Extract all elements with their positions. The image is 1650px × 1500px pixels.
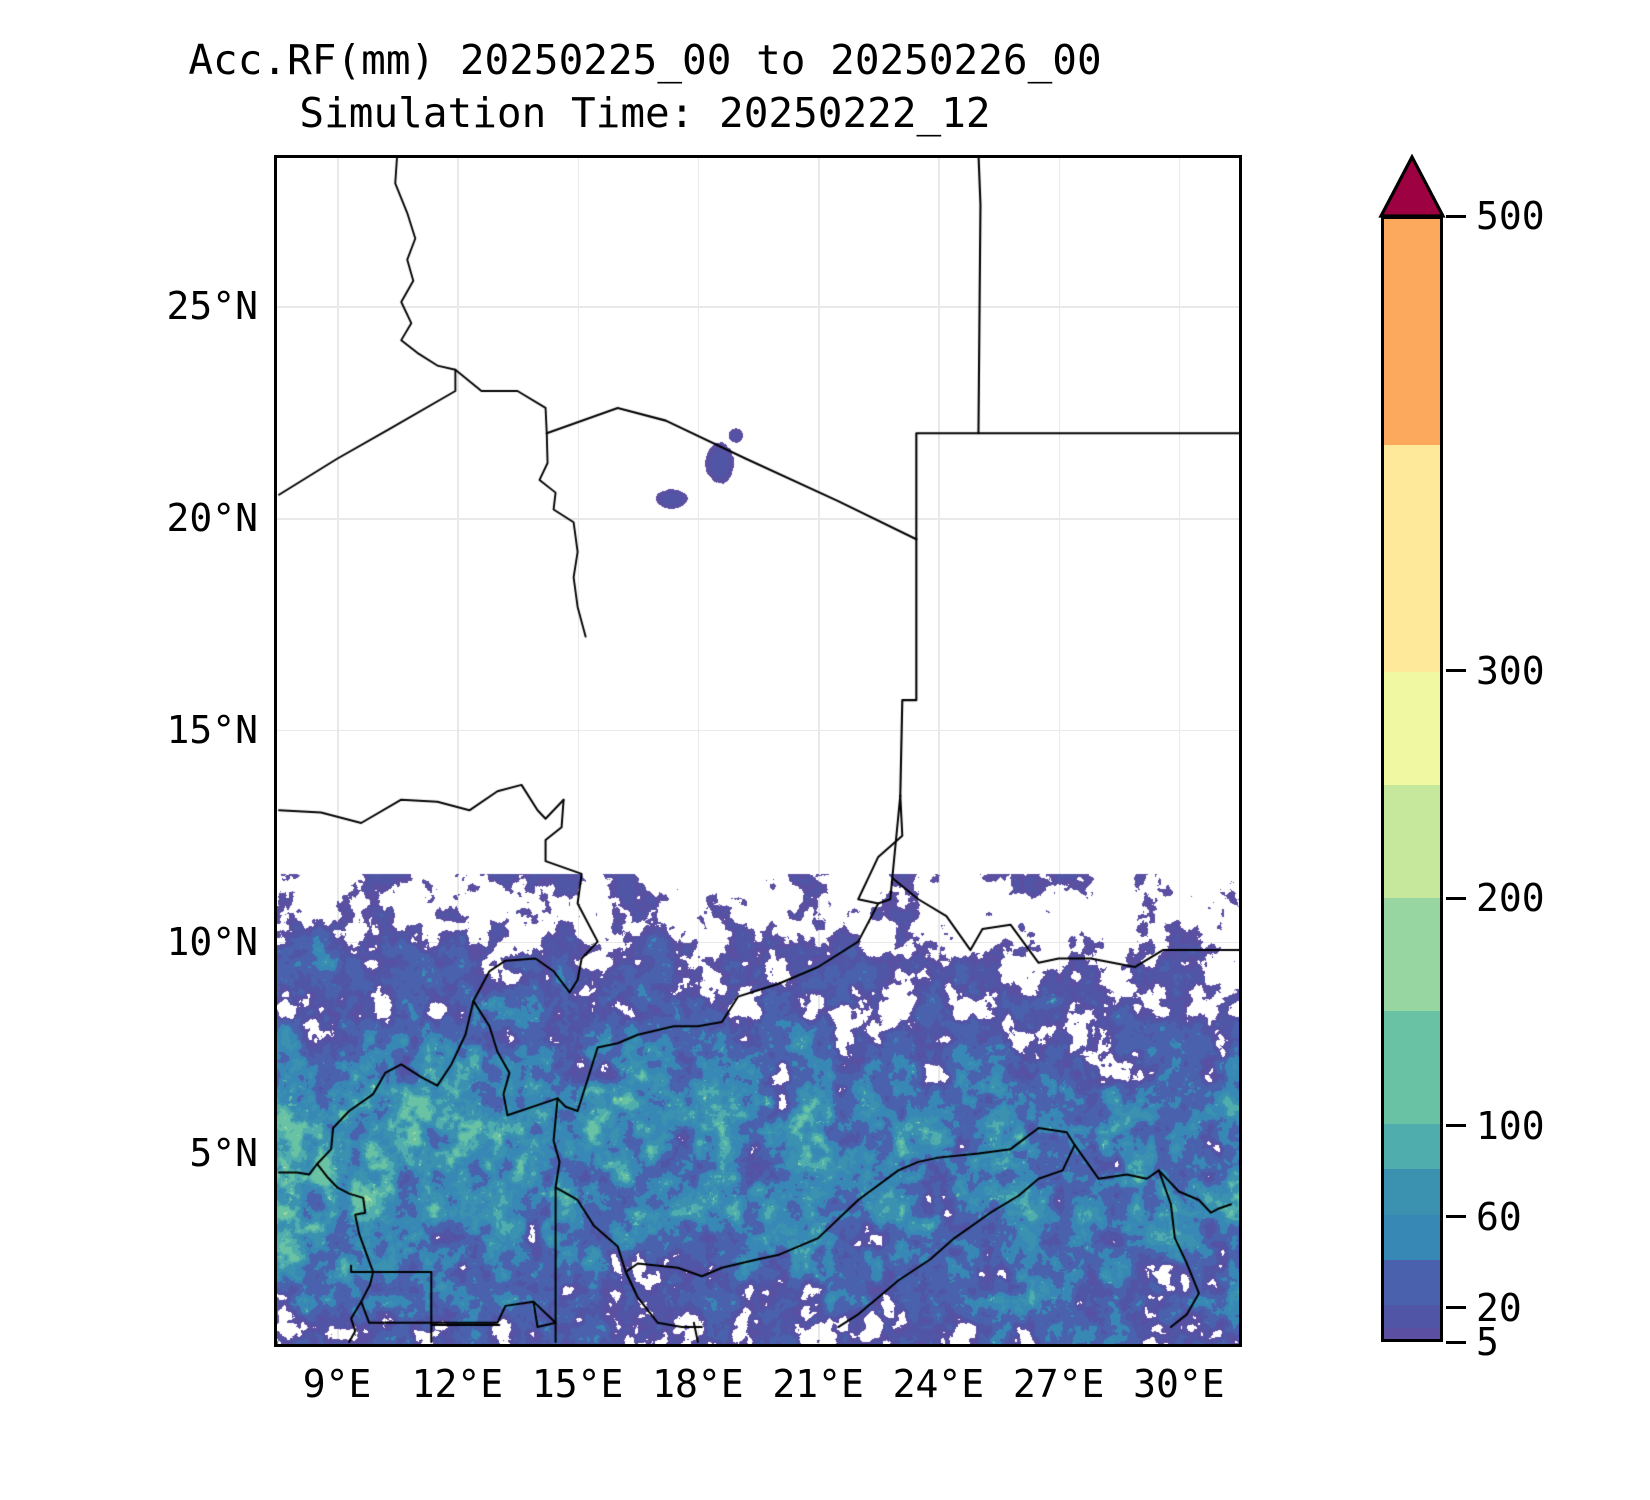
colorbar-band bbox=[1384, 219, 1440, 446]
colorbar-tick-label: 60 bbox=[1476, 1194, 1522, 1239]
colorbar-tick-label: 20 bbox=[1476, 1285, 1522, 1330]
x-axis-tick-label: 27°E bbox=[1012, 1362, 1105, 1406]
colorbar-tick bbox=[1446, 1124, 1466, 1128]
colorbar-tick-label: 100 bbox=[1476, 1103, 1545, 1148]
figure-title: Acc.RF(mm) 20250225_00 to 20250226_00 Si… bbox=[0, 34, 1290, 141]
y-axis-tick-label: 10°N bbox=[166, 919, 258, 964]
colorbar-tick bbox=[1446, 214, 1466, 218]
colorbar-tick-label: 200 bbox=[1476, 876, 1545, 921]
colorbar-band bbox=[1384, 1124, 1440, 1170]
colorbar-tick bbox=[1446, 669, 1466, 673]
colorbar-tick-label: 5 bbox=[1476, 1320, 1499, 1364]
colorbar-band bbox=[1384, 1169, 1440, 1215]
country-borders bbox=[277, 158, 1239, 1344]
colorbar-band bbox=[1384, 784, 1440, 898]
x-axis-tick-label: 18°E bbox=[652, 1362, 744, 1406]
colorbar-band bbox=[1384, 1214, 1440, 1260]
colorbar-tick bbox=[1446, 896, 1466, 900]
map-plot-area bbox=[277, 158, 1239, 1344]
title-line-2: Simulation Time: 20250222_12 bbox=[299, 89, 991, 138]
y-axis-tick-label: 20°N bbox=[166, 496, 258, 541]
x-axis-tick-label: 15°E bbox=[531, 1362, 624, 1406]
y-axis-tick-label: 25°N bbox=[166, 284, 258, 329]
colorbar-band bbox=[1384, 671, 1440, 785]
x-axis-tick-label: 9°E bbox=[302, 1362, 372, 1406]
colorbar-band bbox=[1384, 445, 1440, 672]
colorbar-tick bbox=[1446, 1306, 1466, 1310]
y-axis-tick-label: 5°N bbox=[189, 1131, 258, 1176]
colorbar-tick-label: 500 bbox=[1476, 194, 1545, 238]
colorbar-tick bbox=[1446, 1215, 1466, 1219]
colorbar-band bbox=[1384, 897, 1440, 1011]
x-axis-tick-label: 21°E bbox=[772, 1362, 864, 1406]
colorbar-band bbox=[1384, 1259, 1440, 1306]
map-axes bbox=[274, 155, 1242, 1347]
x-axis-tick-label: 12°E bbox=[411, 1362, 504, 1406]
colorbar-tick-label: 300 bbox=[1476, 648, 1545, 693]
colorbar-extend-arrow bbox=[1378, 154, 1446, 218]
colorbar bbox=[1381, 216, 1443, 1342]
colorbar-band bbox=[1384, 1305, 1440, 1328]
y-axis-tick-label: 15°N bbox=[166, 707, 258, 752]
x-axis-tick-label: 30°E bbox=[1133, 1362, 1225, 1406]
colorbar-band bbox=[1384, 1010, 1440, 1125]
title-line-1: Acc.RF(mm) 20250225_00 to 20250226_00 bbox=[188, 36, 1102, 84]
colorbar-tick bbox=[1446, 1340, 1466, 1344]
x-axis-tick-label: 24°E bbox=[892, 1362, 985, 1406]
colorbar-band bbox=[1384, 1327, 1440, 1339]
